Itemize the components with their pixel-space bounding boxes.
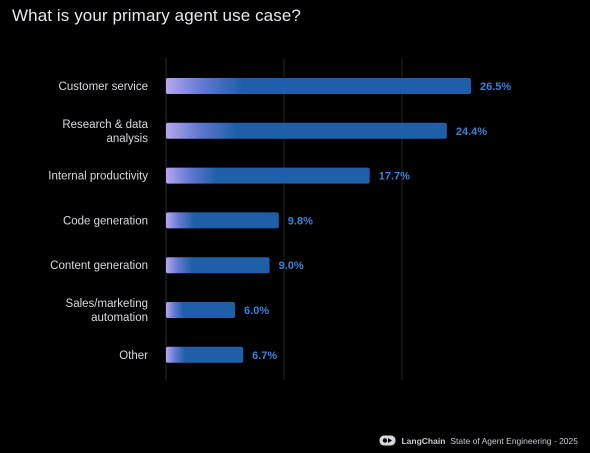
- bar: [166, 302, 236, 318]
- category-label: Code generation: [63, 215, 148, 227]
- category-label: Research & data analysis: [62, 119, 148, 145]
- bar: [166, 167, 370, 184]
- value-label: 9.0%: [279, 260, 304, 272]
- value-label: 26.5%: [480, 81, 511, 93]
- category-label: Customer service: [59, 81, 148, 93]
- value-label: 6.7%: [252, 350, 277, 362]
- category-label: Sales/marketing automation: [66, 298, 148, 324]
- bars: [166, 78, 471, 363]
- langchain-parrot-logo-icon: [379, 435, 396, 446]
- category-label: Internal productivity: [48, 171, 148, 183]
- footer: LangChain State of Agent Engineering - 2…: [379, 435, 578, 446]
- footer-brand: LangChain: [401, 435, 446, 446]
- category-label: Content generation: [50, 260, 148, 272]
- value-labels: 26.5% 24.4% 17.7% 9.8% 9.0% 6.0% 6.7%: [244, 81, 511, 362]
- value-label: 6.0%: [244, 305, 269, 317]
- bar: [166, 212, 279, 229]
- value-label: 17.7%: [379, 171, 410, 183]
- value-label: 9.8%: [288, 215, 313, 227]
- bar: [166, 346, 244, 363]
- bar: [166, 122, 447, 139]
- category-labels: Customer service Research & data analysis I…: [48, 81, 148, 362]
- bar: [166, 257, 270, 274]
- category-label: Other: [119, 350, 148, 362]
- footer-caption: State of Agent Engineering - 2025: [450, 435, 578, 446]
- bar: [166, 78, 471, 94]
- value-label: 24.4%: [456, 126, 487, 138]
- chart-title: What is your primary agent use case?: [12, 6, 301, 25]
